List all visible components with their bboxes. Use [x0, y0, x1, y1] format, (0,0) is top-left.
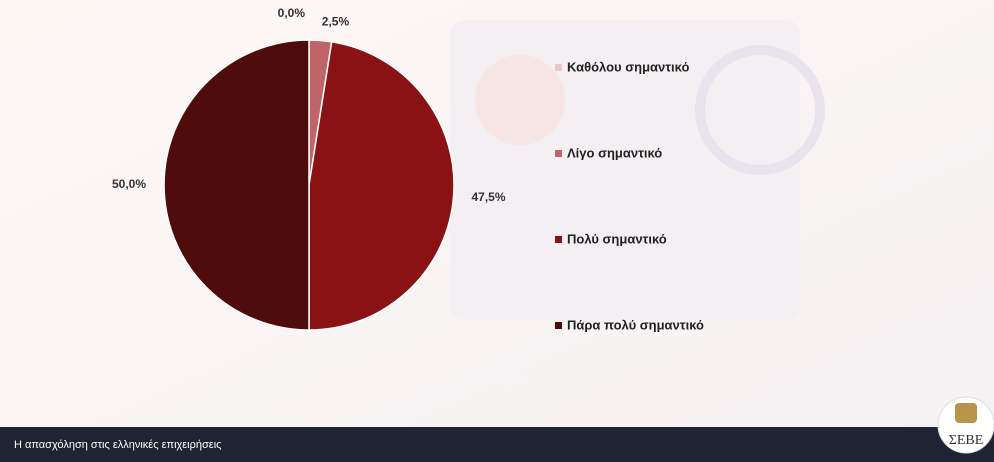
legend-label: Καθόλου σημαντικό	[567, 59, 689, 74]
footer-bar	[0, 427, 994, 462]
legend-marker	[555, 150, 562, 157]
logo-badge	[937, 396, 994, 454]
footer-text: Η απασχόληση στις ελληνικές επιχειρήσεις	[14, 439, 221, 451]
legend-label: Πάρα πολύ σημαντικό	[567, 317, 704, 332]
legend-label: Πολύ σημαντικό	[567, 231, 667, 246]
legend-marker	[555, 64, 562, 71]
logo-text: ΣΕΒΕ	[949, 433, 984, 448]
legend-marker	[555, 322, 562, 329]
legend-marker	[555, 236, 562, 243]
data-label: 0,0%	[278, 6, 306, 20]
legend-label: Λίγο σημαντικό	[567, 145, 662, 160]
illustration-magnifier	[695, 45, 825, 175]
data-label: 50,0%	[112, 177, 146, 191]
data-label: 47,5%	[471, 190, 505, 204]
logo-emblem	[955, 403, 977, 423]
data-label: 2,5%	[322, 15, 350, 29]
pie-slice	[308, 40, 455, 331]
pie-slice	[163, 39, 310, 331]
illustration-avatar	[475, 55, 565, 145]
